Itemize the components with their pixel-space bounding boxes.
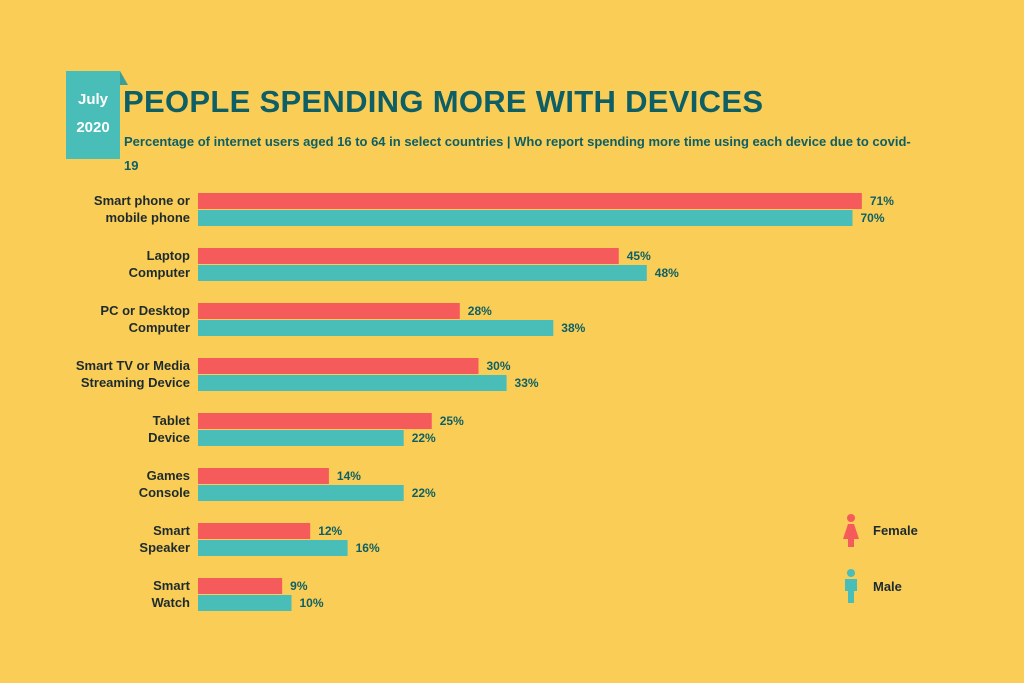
male-bar — [198, 540, 348, 556]
category-label: mobile phone — [106, 210, 191, 225]
category-label: Games — [147, 468, 190, 483]
female-bar — [198, 468, 329, 484]
value-label: 45% — [627, 249, 651, 263]
category-label: Laptop — [147, 248, 190, 263]
value-label: 33% — [515, 376, 539, 390]
category-label: Streaming Device — [81, 375, 190, 390]
value-label: 9% — [290, 579, 308, 593]
category-label: Computer — [129, 320, 190, 335]
category-label: Computer — [129, 265, 190, 280]
male-bar — [198, 265, 647, 281]
value-label: 48% — [655, 266, 679, 280]
male-bar — [198, 320, 554, 336]
category-label: Smart phone or — [94, 193, 190, 208]
female-bar — [198, 193, 862, 209]
category-label: Watch — [151, 595, 190, 610]
male-bar — [198, 485, 404, 501]
category-label: Console — [139, 485, 190, 500]
value-label: 14% — [337, 469, 361, 483]
value-label: 12% — [318, 524, 342, 538]
male-bar — [198, 595, 292, 611]
value-label: 38% — [561, 321, 585, 335]
category-label: Smart — [153, 578, 191, 593]
value-label: 25% — [440, 414, 464, 428]
value-label: 28% — [468, 304, 492, 318]
value-label: 71% — [870, 194, 894, 208]
category-label: Tablet — [153, 413, 191, 428]
date-year: 2020 — [76, 119, 110, 136]
male-icon — [845, 569, 857, 603]
male-bar — [198, 375, 507, 391]
female-bar — [198, 303, 460, 319]
value-label: 22% — [412, 486, 436, 500]
legend-female-label: Female — [873, 523, 918, 538]
value-label: 30% — [487, 359, 511, 373]
female-bar — [198, 413, 432, 429]
chart-title: PEOPLE SPENDING MORE WITH DEVICES — [123, 84, 764, 119]
male-bar — [198, 430, 404, 446]
value-label: 70% — [861, 211, 885, 225]
category-label: Speaker — [139, 540, 190, 555]
female-bar — [198, 578, 283, 594]
category-label: Smart — [153, 523, 191, 538]
female-icon — [843, 514, 859, 547]
date-badge: July 2020 — [66, 71, 128, 159]
value-label: 16% — [356, 541, 380, 555]
value-label: 22% — [412, 431, 436, 445]
legend-male-label: Male — [873, 579, 902, 594]
category-label: Device — [148, 430, 190, 445]
date-month: July — [77, 91, 108, 108]
female-bar — [198, 358, 479, 374]
category-label: Smart TV or Media — [76, 358, 191, 373]
value-label: 10% — [300, 596, 324, 610]
male-bar — [198, 210, 853, 226]
female-bar — [198, 523, 311, 539]
female-bar — [198, 248, 619, 264]
chart-subtitle: Percentage of internet users aged 16 to … — [124, 134, 911, 173]
category-label: PC or Desktop — [100, 303, 190, 318]
